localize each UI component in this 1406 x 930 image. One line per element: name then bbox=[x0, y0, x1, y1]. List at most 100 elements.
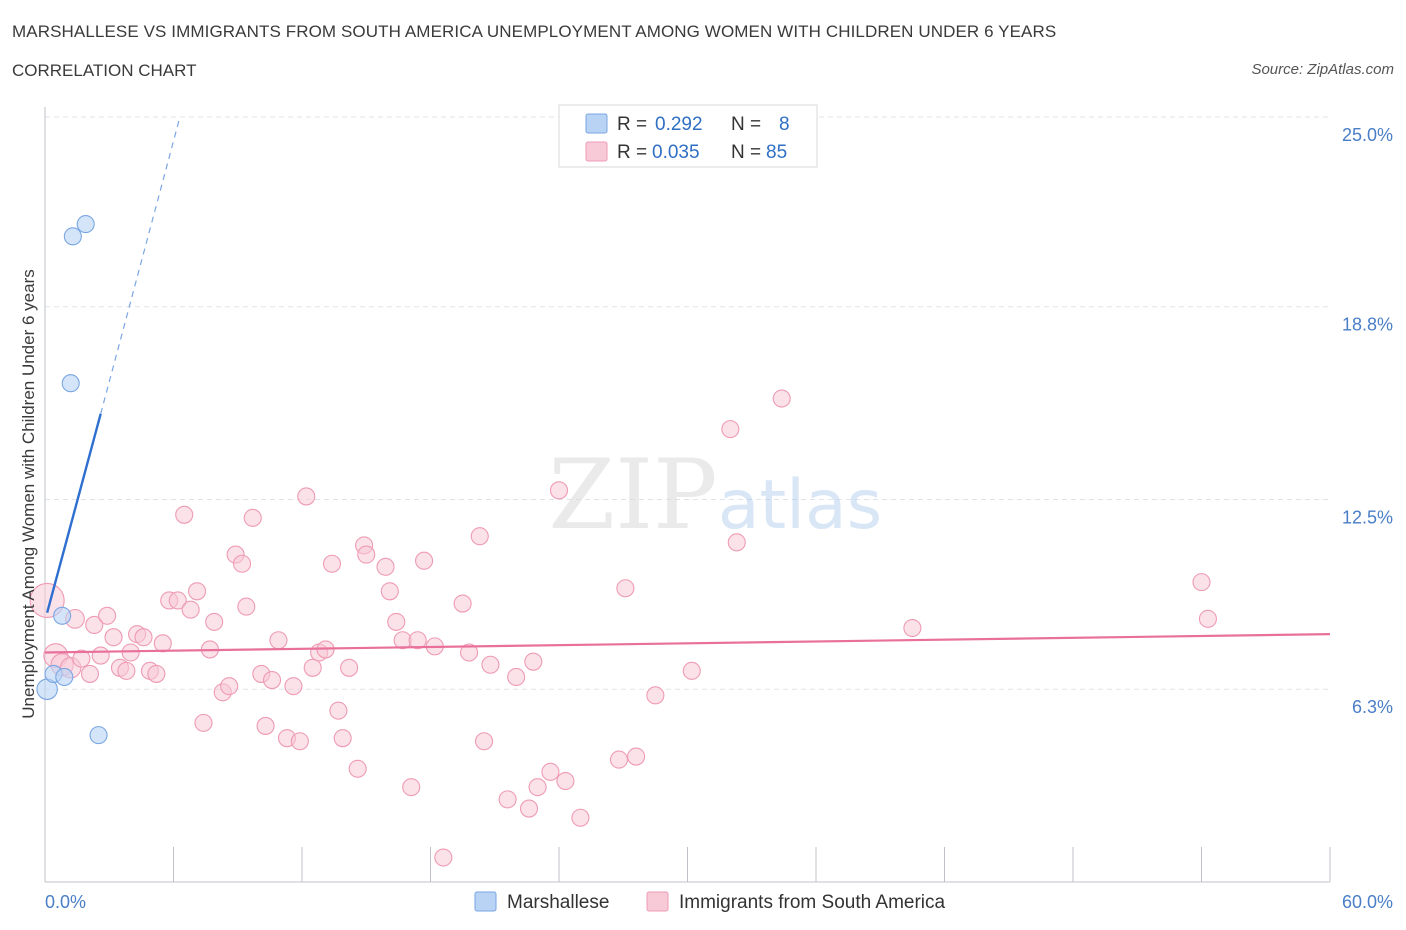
point-immigrants-65 bbox=[498, 790, 517, 809]
legend-r-value-1: 0.292 bbox=[655, 114, 703, 135]
point-immigrants-53 bbox=[387, 612, 406, 631]
legend-n-label-1: N = bbox=[731, 114, 761, 135]
legend-n-value-1: 8 bbox=[779, 114, 790, 135]
point-immigrants-67 bbox=[519, 799, 539, 818]
point-immigrants-10 bbox=[104, 628, 123, 647]
trend-line-marshallese bbox=[45, 413, 102, 614]
point-immigrants-40 bbox=[297, 487, 316, 506]
point-immigrants-48 bbox=[348, 759, 367, 778]
point-immigrants-28 bbox=[220, 677, 239, 696]
point-immigrants-46 bbox=[333, 729, 352, 748]
x-tick-labels: 0.0% 60.0% bbox=[45, 892, 1393, 912]
watermark-atlas: atlas bbox=[718, 466, 882, 545]
point-immigrants-78 bbox=[682, 661, 701, 680]
point-immigrants-57 bbox=[415, 551, 434, 570]
legend-r-value-2: 0.035 bbox=[652, 142, 700, 163]
point-immigrants-72 bbox=[556, 771, 575, 791]
source-credit: Source: ZipAtlas.com bbox=[1251, 61, 1394, 78]
trend-line-marshallese-extension bbox=[100, 116, 181, 414]
point-immigrants-35 bbox=[262, 670, 282, 690]
point-immigrants-50 bbox=[357, 545, 376, 564]
point-immigrants-24 bbox=[194, 713, 213, 732]
point-immigrants-83 bbox=[1192, 573, 1211, 592]
point-immigrants-66 bbox=[507, 667, 526, 687]
gridlines bbox=[45, 116, 1330, 690]
point-marshallese-7 bbox=[89, 726, 108, 745]
point-immigrants-9 bbox=[98, 606, 117, 625]
point-immigrants-71 bbox=[549, 481, 569, 500]
point-immigrants-36 bbox=[269, 631, 288, 650]
chart-subtitle: CORRELATION CHART bbox=[12, 61, 197, 80]
point-immigrants-52 bbox=[380, 582, 399, 601]
point-immigrants-45 bbox=[329, 701, 348, 720]
trend-lines bbox=[44, 116, 1331, 654]
trend-line-immigrants bbox=[44, 633, 1331, 654]
point-immigrants-5 bbox=[72, 649, 91, 668]
bottom-legend-label-marshallese: Marshallese bbox=[507, 892, 609, 913]
point-immigrants-59 bbox=[434, 848, 453, 867]
point-marshallese-6 bbox=[76, 215, 95, 234]
point-immigrants-84 bbox=[1198, 609, 1217, 628]
point-marshallese-4 bbox=[61, 374, 80, 393]
point-immigrants-18 bbox=[153, 634, 172, 653]
point-immigrants-62 bbox=[470, 527, 489, 546]
point-immigrants-70 bbox=[541, 762, 560, 781]
axes bbox=[44, 107, 1331, 883]
y-tick-label-3: 25.0% bbox=[1342, 125, 1393, 145]
point-immigrants-77 bbox=[646, 686, 665, 705]
y-axis-title: Unemployment Among Women with Children U… bbox=[19, 269, 38, 718]
point-immigrants-20 bbox=[168, 591, 187, 610]
watermark-zip: ZIP bbox=[548, 439, 717, 551]
point-immigrants-30 bbox=[232, 554, 252, 573]
point-immigrants-68 bbox=[524, 652, 543, 671]
point-immigrants-73 bbox=[571, 808, 590, 827]
bottom-legend-swatch-immigrants bbox=[646, 891, 669, 912]
point-immigrants-38 bbox=[284, 677, 303, 696]
point-immigrants-55 bbox=[402, 778, 421, 797]
bottom-legend-label-immigrants: Immigrants from South America bbox=[679, 892, 946, 913]
point-immigrants-0 bbox=[29, 582, 65, 619]
point-immigrants-32 bbox=[243, 508, 262, 527]
point-immigrants-26 bbox=[205, 612, 224, 631]
legend-r-label-2: R = bbox=[617, 142, 647, 163]
legend-r-label-1: R = bbox=[617, 114, 647, 135]
legend-n-label-2: N = bbox=[731, 142, 761, 163]
point-marshallese-5 bbox=[63, 227, 82, 246]
point-immigrants-47 bbox=[340, 658, 359, 677]
legend-swatch-immigrants bbox=[585, 141, 608, 162]
point-immigrants-76 bbox=[627, 747, 646, 766]
point-immigrants-60 bbox=[453, 594, 472, 613]
x-tick-label-1: 60.0% bbox=[1342, 892, 1393, 912]
bottom-legend-swatch-marshallese bbox=[474, 891, 497, 912]
watermark: ZIP atlas bbox=[548, 439, 882, 551]
point-marshallese-2 bbox=[53, 606, 72, 625]
point-immigrants-79 bbox=[721, 420, 740, 439]
point-immigrants-80 bbox=[727, 533, 746, 552]
series-marshallese bbox=[36, 215, 108, 745]
y-tick-labels: 6.3% 12.5% 18.8% 25.0% bbox=[1342, 125, 1393, 717]
point-immigrants-15 bbox=[134, 628, 153, 647]
point-immigrants-31 bbox=[237, 597, 256, 616]
point-immigrants-39 bbox=[290, 732, 309, 751]
point-immigrants-82 bbox=[903, 618, 922, 638]
point-immigrants-56 bbox=[408, 631, 427, 650]
point-immigrants-51 bbox=[376, 557, 395, 576]
point-immigrants-69 bbox=[528, 778, 547, 797]
point-immigrants-21 bbox=[175, 505, 194, 524]
point-immigrants-63 bbox=[474, 732, 494, 751]
point-immigrants-41 bbox=[303, 658, 322, 677]
point-marshallese-3 bbox=[55, 667, 74, 687]
y-tick-label-0: 6.3% bbox=[1352, 697, 1393, 717]
y-tick-label-2: 18.8% bbox=[1342, 315, 1393, 335]
chart-title: MARSHALLESE VS IMMIGRANTS FROM SOUTH AME… bbox=[12, 22, 1057, 41]
point-immigrants-81 bbox=[772, 389, 791, 408]
point-immigrants-8 bbox=[91, 646, 110, 665]
point-immigrants-23 bbox=[188, 582, 207, 601]
y-tick-label-1: 12.5% bbox=[1342, 508, 1393, 528]
point-immigrants-13 bbox=[121, 643, 140, 662]
legend-swatch-marshallese bbox=[585, 113, 608, 134]
point-immigrants-61 bbox=[459, 643, 479, 662]
legend-box: R = 0.292 N = 8 R = 0.035 N = 85 bbox=[558, 104, 818, 168]
point-immigrants-6 bbox=[80, 664, 100, 683]
